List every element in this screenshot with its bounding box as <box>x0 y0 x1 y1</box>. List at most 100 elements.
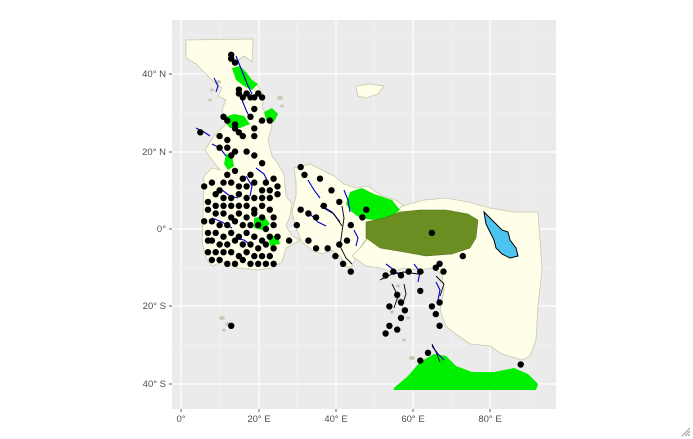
site-point <box>405 268 412 275</box>
protected-area-south <box>394 354 538 390</box>
site-point <box>382 272 389 279</box>
site-point <box>212 191 219 198</box>
site-point <box>297 163 304 171</box>
x-tick-label: 80° E <box>478 414 501 425</box>
site-point <box>220 179 227 186</box>
site-point <box>297 206 304 213</box>
site-point <box>305 237 312 244</box>
site-point <box>432 310 439 318</box>
site-point <box>316 175 324 182</box>
site-point <box>336 198 343 206</box>
y-tick-label: 40° S <box>143 379 166 390</box>
site-point <box>266 117 273 124</box>
site-point <box>208 179 216 186</box>
site-point <box>228 152 235 159</box>
site-point <box>324 245 331 252</box>
site-point <box>255 90 262 97</box>
site-point <box>394 326 401 333</box>
site-point <box>255 221 262 229</box>
site-point <box>228 194 235 202</box>
site-point <box>436 322 443 329</box>
site-point <box>339 260 347 267</box>
site-point <box>235 183 243 190</box>
site-point <box>258 194 266 202</box>
site-point <box>224 117 231 124</box>
site-point <box>235 252 243 260</box>
site-point <box>243 194 250 202</box>
site-point <box>274 191 281 198</box>
site-point <box>220 210 227 217</box>
site-point <box>239 241 246 248</box>
site-point <box>247 260 254 267</box>
site-point <box>251 94 258 101</box>
site-point <box>255 260 262 267</box>
site-point <box>208 218 216 225</box>
site-point <box>231 125 239 132</box>
site-point <box>208 256 216 264</box>
site-point <box>243 90 250 97</box>
site-point <box>235 202 243 209</box>
site-point <box>347 221 354 229</box>
site-point <box>243 148 250 155</box>
site-point <box>204 249 212 256</box>
x-axis: 0° 20° E 40° E 60° E 80° E <box>176 409 502 425</box>
site-point <box>266 233 273 240</box>
y-tick-label: 40° N <box>142 69 166 80</box>
site-point <box>216 221 223 229</box>
site-point <box>266 206 273 213</box>
site-point <box>216 241 223 248</box>
site-point <box>224 136 231 144</box>
site-point <box>258 94 266 101</box>
site-point <box>397 314 405 322</box>
site-point <box>428 303 436 310</box>
site-point <box>262 179 270 186</box>
sites-layer <box>197 51 524 368</box>
site-point <box>417 268 424 275</box>
site-point <box>270 221 277 229</box>
site-point <box>382 330 389 337</box>
site-point <box>251 252 258 260</box>
site-point <box>228 322 235 329</box>
site-point <box>239 175 246 182</box>
site-point <box>243 214 250 221</box>
site-point <box>251 105 258 113</box>
land-central <box>291 163 405 269</box>
site-point <box>228 202 235 209</box>
site-point <box>201 183 208 190</box>
site-point <box>285 237 293 244</box>
site-point <box>212 210 219 217</box>
land-island-north <box>355 83 385 99</box>
site-point <box>251 152 258 159</box>
site-point <box>347 268 354 275</box>
site-point <box>197 129 204 136</box>
site-point <box>243 202 250 209</box>
y-axis: 40° N 20° N 0° 20° S 40° S <box>142 69 172 390</box>
site-point <box>274 233 281 240</box>
protected-area-mid <box>222 114 250 128</box>
site-point <box>312 214 320 221</box>
resize-grip-icon[interactable] <box>680 426 691 437</box>
site-point <box>328 187 335 194</box>
site-point <box>251 179 258 186</box>
site-point <box>262 241 270 248</box>
site-point <box>251 194 258 202</box>
x-tick-label: 40° E <box>324 414 347 425</box>
site-point <box>251 210 258 217</box>
site-point <box>224 241 231 248</box>
lake <box>483 210 519 259</box>
site-point <box>440 268 447 275</box>
protected-area-east <box>346 188 400 220</box>
site-point <box>231 218 239 225</box>
site-point <box>312 245 320 252</box>
site-point <box>417 357 424 364</box>
site-point <box>251 125 258 132</box>
site-point <box>251 132 258 140</box>
protected-area-dark <box>365 209 479 257</box>
site-point <box>363 206 370 213</box>
site-point <box>204 206 212 213</box>
site-point <box>258 187 266 194</box>
site-point <box>270 260 277 267</box>
site-point <box>266 187 273 194</box>
site-point <box>247 241 254 248</box>
site-point <box>270 175 277 182</box>
